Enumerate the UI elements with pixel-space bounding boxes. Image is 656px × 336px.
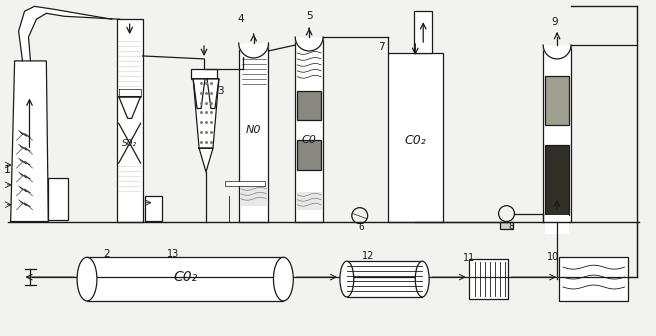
Polygon shape bbox=[207, 79, 219, 109]
Bar bbox=[191, 69, 217, 79]
Bar bbox=[239, 186, 268, 206]
Text: 1: 1 bbox=[4, 165, 11, 175]
Text: 8: 8 bbox=[508, 222, 514, 231]
Ellipse shape bbox=[77, 257, 97, 301]
Bar bbox=[87, 257, 283, 301]
Polygon shape bbox=[193, 79, 219, 148]
Bar bbox=[49, 178, 68, 219]
Text: 12: 12 bbox=[361, 251, 374, 261]
Bar bbox=[144, 196, 163, 220]
Polygon shape bbox=[543, 45, 571, 59]
Text: 7: 7 bbox=[379, 42, 385, 52]
Bar bbox=[297, 140, 321, 170]
Bar bbox=[239, 43, 268, 221]
Bar bbox=[543, 45, 571, 221]
Ellipse shape bbox=[274, 257, 293, 301]
Bar bbox=[388, 53, 443, 221]
Bar bbox=[297, 91, 321, 120]
Bar bbox=[500, 221, 514, 229]
Bar bbox=[545, 145, 569, 215]
Polygon shape bbox=[295, 37, 323, 51]
Polygon shape bbox=[239, 43, 268, 58]
Bar bbox=[225, 181, 264, 186]
Text: 6: 6 bbox=[359, 223, 365, 232]
Polygon shape bbox=[18, 6, 120, 61]
Text: 10: 10 bbox=[547, 252, 560, 262]
Bar bbox=[117, 19, 142, 221]
Text: 4: 4 bbox=[237, 14, 244, 24]
Bar bbox=[295, 37, 323, 221]
Text: C0: C0 bbox=[302, 135, 317, 145]
Text: 13: 13 bbox=[167, 249, 179, 259]
Text: C0₂: C0₂ bbox=[404, 134, 426, 147]
Polygon shape bbox=[119, 89, 140, 96]
Text: 11: 11 bbox=[462, 253, 475, 263]
Bar bbox=[545, 215, 569, 235]
Text: 3: 3 bbox=[218, 86, 224, 96]
Polygon shape bbox=[193, 79, 205, 109]
Polygon shape bbox=[199, 148, 213, 172]
Text: 5: 5 bbox=[306, 11, 312, 21]
Text: N0: N0 bbox=[246, 125, 261, 135]
Bar bbox=[469, 259, 508, 299]
Ellipse shape bbox=[340, 261, 354, 297]
Ellipse shape bbox=[415, 261, 429, 297]
Bar bbox=[347, 261, 422, 297]
Bar bbox=[415, 11, 432, 53]
Bar bbox=[545, 76, 569, 125]
Polygon shape bbox=[119, 96, 140, 118]
Bar bbox=[297, 192, 322, 210]
Bar bbox=[559, 257, 628, 301]
Text: 9: 9 bbox=[552, 17, 558, 27]
Polygon shape bbox=[10, 61, 49, 221]
Text: 2: 2 bbox=[104, 249, 110, 259]
Text: S0₂: S0₂ bbox=[122, 139, 137, 148]
Text: C0₂: C0₂ bbox=[173, 270, 197, 284]
